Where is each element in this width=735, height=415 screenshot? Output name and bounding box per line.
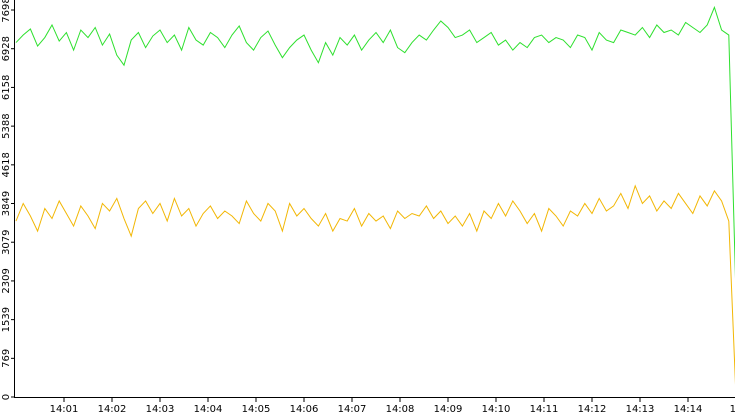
x-tick-label: 14 bbox=[730, 404, 735, 415]
y-tick-label: 1539 bbox=[1, 307, 12, 332]
y-tick-label: 7698 bbox=[1, 0, 12, 23]
x-tick-label: 14:05 bbox=[242, 404, 271, 415]
x-tick-label: 14:07 bbox=[338, 404, 367, 415]
y-tick-label: 3849 bbox=[1, 191, 12, 216]
x-tick-label: 14:04 bbox=[194, 404, 223, 415]
x-tick-label: 14:06 bbox=[290, 404, 319, 415]
series-line bbox=[15, 184, 735, 385]
x-tick-label: 14:12 bbox=[578, 404, 607, 415]
y-tick-label: 6928 bbox=[1, 36, 12, 61]
x-tick-label: 14:03 bbox=[146, 404, 175, 415]
x-tick-label: 14:01 bbox=[50, 404, 79, 415]
y-tick-label: 5388 bbox=[1, 113, 12, 138]
x-tick-label: 14:13 bbox=[626, 404, 655, 415]
y-tick-label: 6158 bbox=[1, 75, 12, 100]
x-tick-label: 14:11 bbox=[530, 404, 559, 415]
y-tick-label: 769 bbox=[1, 349, 12, 368]
series-line bbox=[15, 5, 735, 279]
y-tick-label: 4618 bbox=[1, 152, 12, 177]
x-tick-label: 14:08 bbox=[386, 404, 415, 415]
x-tick-label: 14:10 bbox=[482, 404, 511, 415]
x-tick-label: 14:09 bbox=[434, 404, 463, 415]
x-tick-label: 14:14 bbox=[674, 404, 703, 415]
y-tick-label: 0 bbox=[1, 394, 12, 400]
y-tick-label: 2309 bbox=[1, 268, 12, 293]
y-tick-label: 3079 bbox=[1, 229, 12, 254]
x-tick-label: 14:02 bbox=[98, 404, 127, 415]
